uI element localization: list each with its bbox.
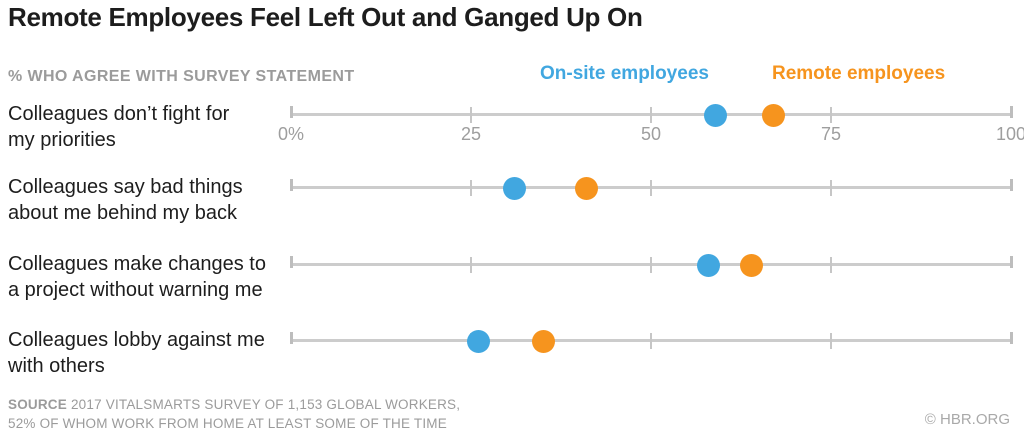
dot-onsite bbox=[704, 103, 728, 127]
source-label: SOURCE bbox=[8, 397, 67, 412]
axis-endcap bbox=[289, 332, 293, 344]
legend-onsite-employees: On-site employees bbox=[540, 63, 709, 84]
axis-endcap bbox=[1009, 332, 1013, 344]
source-line2: 52% OF WHOM WORK FROM HOME AT LEAST SOME… bbox=[8, 416, 447, 431]
legend-remote-employees: Remote employees bbox=[772, 63, 946, 84]
axis-tick bbox=[650, 180, 652, 196]
axis-endcap bbox=[289, 179, 293, 191]
dot-remote bbox=[574, 176, 598, 200]
axis-tick bbox=[470, 257, 472, 273]
axis-tick bbox=[470, 107, 472, 123]
axis-tick bbox=[470, 180, 472, 196]
axis-endcap bbox=[289, 106, 293, 118]
axis-endcap bbox=[1009, 179, 1013, 191]
dot-onsite bbox=[502, 176, 526, 200]
axis-tick-label: 75 bbox=[820, 124, 842, 144]
axis-tick bbox=[830, 107, 832, 123]
dot-remote bbox=[740, 253, 764, 277]
hbr-credit: © HBR.ORG bbox=[924, 411, 1010, 428]
axis-endcap bbox=[1009, 256, 1013, 268]
dot-onsite bbox=[697, 253, 721, 277]
dot-remote bbox=[531, 329, 555, 353]
row-label: Colleagues lobby against me with others bbox=[8, 329, 265, 377]
row-label: Colleagues say bad things about me behind… bbox=[8, 176, 243, 224]
chart-title: Remote Employees Feel Left Out and Gange… bbox=[8, 2, 643, 32]
axis-endcap bbox=[1009, 106, 1013, 118]
axis-tick bbox=[650, 107, 652, 123]
row-label: Colleagues don’t fight for my priorities bbox=[8, 103, 230, 151]
source-note: SOURCE 2017 VITALSMARTS SURVEY OF 1,153 G… bbox=[8, 395, 460, 433]
axis-tick bbox=[830, 333, 832, 349]
axis-tick bbox=[650, 333, 652, 349]
axis-tick bbox=[650, 257, 652, 273]
axis-endcap bbox=[289, 256, 293, 268]
axis-tick bbox=[830, 257, 832, 273]
axis-tick bbox=[830, 180, 832, 196]
axis-tick-label: 100 bbox=[995, 124, 1024, 144]
source-line1: 2017 VITALSMARTS SURVEY OF 1,153 GLOBAL … bbox=[70, 397, 461, 412]
dot-onsite bbox=[466, 329, 490, 353]
axis-tick-label: 0% bbox=[277, 124, 304, 144]
dot-remote bbox=[761, 103, 785, 127]
row-label: Colleagues make changes to a project with… bbox=[8, 253, 266, 301]
axis-tick-label: 25 bbox=[460, 124, 482, 144]
chart-subtitle: % WHO AGREE WITH SURVEY STATEMENT bbox=[8, 68, 355, 85]
axis-tick-label: 50 bbox=[640, 124, 662, 144]
